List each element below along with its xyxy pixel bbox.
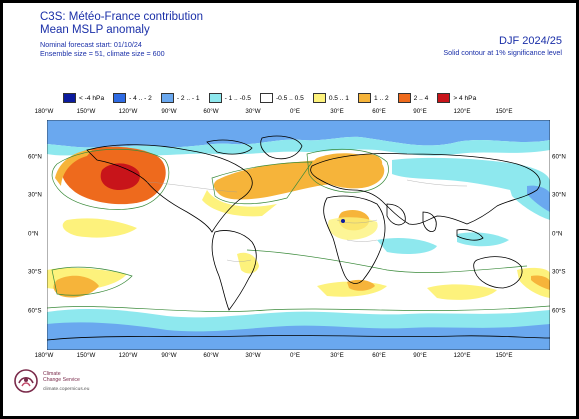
lon-tick-bottom-7: 30°E	[330, 352, 344, 359]
lon-tick-bottom-2: 120°W	[118, 352, 138, 359]
legend-swatch-8	[437, 93, 451, 103]
anomaly-sio-yellow	[427, 284, 497, 300]
lon-tick-bottom-10: 120°E	[453, 352, 471, 359]
legend-swatch-6	[357, 93, 371, 103]
legend-swatch-0	[63, 93, 76, 103]
copernicus-logo: Climate Change Service climate.copernicu…	[13, 368, 89, 394]
world-map-icon	[46, 119, 551, 351]
legend-swatch-3	[208, 93, 222, 103]
anomaly-npac-yellow	[55, 150, 92, 186]
lon-tick-bottom-3: 90°W	[161, 352, 177, 359]
logo-line-2: Change Service	[43, 376, 80, 383]
lat-tick-left-1: 30°N	[28, 191, 42, 199]
legend-item-6: 1 .. 2	[357, 93, 389, 103]
lon-tick-top-3: 90°W	[161, 108, 177, 115]
season-label: DJF 2024/25	[499, 35, 562, 47]
lat-tick-right-0: 60°N	[552, 153, 566, 161]
figure-title: C3S: Météo-France contribution	[40, 11, 203, 23]
legend-swatch-4	[259, 93, 273, 103]
coastlines	[47, 135, 550, 341]
anomaly-map	[46, 119, 551, 351]
anomaly-natl-yellow	[202, 190, 277, 217]
lon-tick-top-11: 150°E	[495, 108, 513, 115]
lon-tick-top-4: 60°W	[203, 108, 219, 115]
lon-tick-bottom-8: 60°E	[372, 352, 386, 359]
color-legend: < -4 hPa - 4 .. - 2 - 2 .. - 1 - 1 .. -0…	[63, 92, 485, 104]
lon-tick-top-10: 120°E	[453, 108, 471, 115]
lat-tick-right-1: 30°N	[552, 191, 566, 199]
lon-tick-top-1: 150°W	[76, 108, 96, 115]
contour-note: Solid contour at 1% significance level	[443, 48, 562, 57]
significance-contours	[47, 148, 550, 312]
legend-swatch-5	[312, 93, 326, 103]
lat-tick-right-4: 60°S	[552, 307, 566, 315]
lat-tick-left-2: 0°N	[28, 230, 39, 238]
lat-tick-right-3: 30°S	[552, 268, 566, 276]
anomaly-antarctic-blue	[47, 322, 550, 350]
anomaly-spac-e-orange	[531, 275, 550, 290]
lat-tick-left-3: 30°S	[28, 268, 42, 276]
lon-tick-bottom-5: 30°W	[245, 352, 261, 359]
anomaly-arctic-cyan	[47, 136, 550, 156]
lon-tick-bottom-0: 180°W	[34, 352, 54, 359]
lon-tick-top-8: 60°E	[372, 108, 386, 115]
anomaly-tropical-yellow	[62, 218, 137, 238]
legend-item-2: - 2 .. - 1	[160, 93, 200, 103]
legend-item-7: 2 .. 4	[397, 93, 428, 103]
lon-tick-top-6: 0°E	[289, 108, 301, 115]
lon-tick-top-5: 30°W	[245, 108, 261, 115]
logo-text: Climate Change Service climate.copernicu…	[43, 371, 89, 392]
copernicus-logo-icon	[14, 369, 38, 393]
legend-item-0: < -4 hPa	[63, 93, 104, 103]
ensemble-size: Ensemble size = 51, climate size = 600	[40, 49, 165, 58]
legend-item-8: > 4 hPa	[437, 93, 476, 103]
season-block: DJF 2024/25 Solid contour at 1% signific…	[443, 35, 562, 57]
legend-item-5: 0.5 .. 1	[312, 93, 349, 103]
lon-tick-bottom-4: 60°W	[203, 352, 219, 359]
anomaly-sahel-yellow	[327, 217, 378, 240]
lon-tick-bottom-9: 90°E	[413, 352, 427, 359]
lat-tick-right-2: 0°N	[552, 230, 563, 238]
logo-line-1: Climate	[43, 370, 61, 377]
anomaly-sio-orange	[347, 279, 375, 291]
lat-tick-left-4: 60°S	[28, 307, 42, 315]
figure-frame: C3S: Météo-France contribution Mean MSLP…	[3, 3, 576, 416]
legend-item-1: - 4 .. - 2	[113, 93, 152, 103]
anomaly-pac-trop-cyan	[457, 232, 509, 247]
lon-tick-top-2: 120°W	[118, 108, 138, 115]
lon-tick-bottom-6: 0°E	[289, 352, 301, 359]
anomaly-spac-e-yellow	[517, 267, 550, 298]
lon-tick-bottom-11: 150°E	[495, 352, 513, 359]
legend-swatch-7	[397, 93, 411, 103]
anomaly-europe-orange	[312, 153, 385, 189]
anomaly-npac-red	[100, 163, 140, 190]
lon-tick-bottom-1: 150°W	[76, 352, 96, 359]
legend-item-4: -0.5 .. 0.5	[259, 93, 304, 103]
title-block: C3S: Météo-France contribution Mean MSLP…	[40, 11, 203, 58]
lon-tick-top-9: 90°E	[413, 108, 427, 115]
anomaly-spac-orange	[53, 275, 99, 298]
logo-url: climate.copernicus.eu	[43, 386, 90, 392]
location-marker	[341, 219, 345, 223]
legend-swatch-1	[113, 93, 127, 103]
legend-swatch-2	[160, 93, 174, 103]
lon-tick-top-0: 180°W	[34, 108, 54, 115]
anomaly-arctic-blue	[47, 120, 550, 148]
lat-tick-left-0: 60°N	[28, 153, 42, 161]
legend-item-3: - 1 .. -0.5	[208, 93, 251, 103]
figure-subtitle: Mean MSLP anomaly	[40, 24, 150, 36]
anomaly-indian-cyan	[377, 238, 437, 254]
country-borders	[146, 179, 468, 262]
lon-tick-top-7: 30°E	[330, 108, 344, 115]
forecast-start: Nominal forecast start: 01/10/24	[40, 40, 142, 49]
anomaly-samerica-yellow	[237, 252, 259, 274]
